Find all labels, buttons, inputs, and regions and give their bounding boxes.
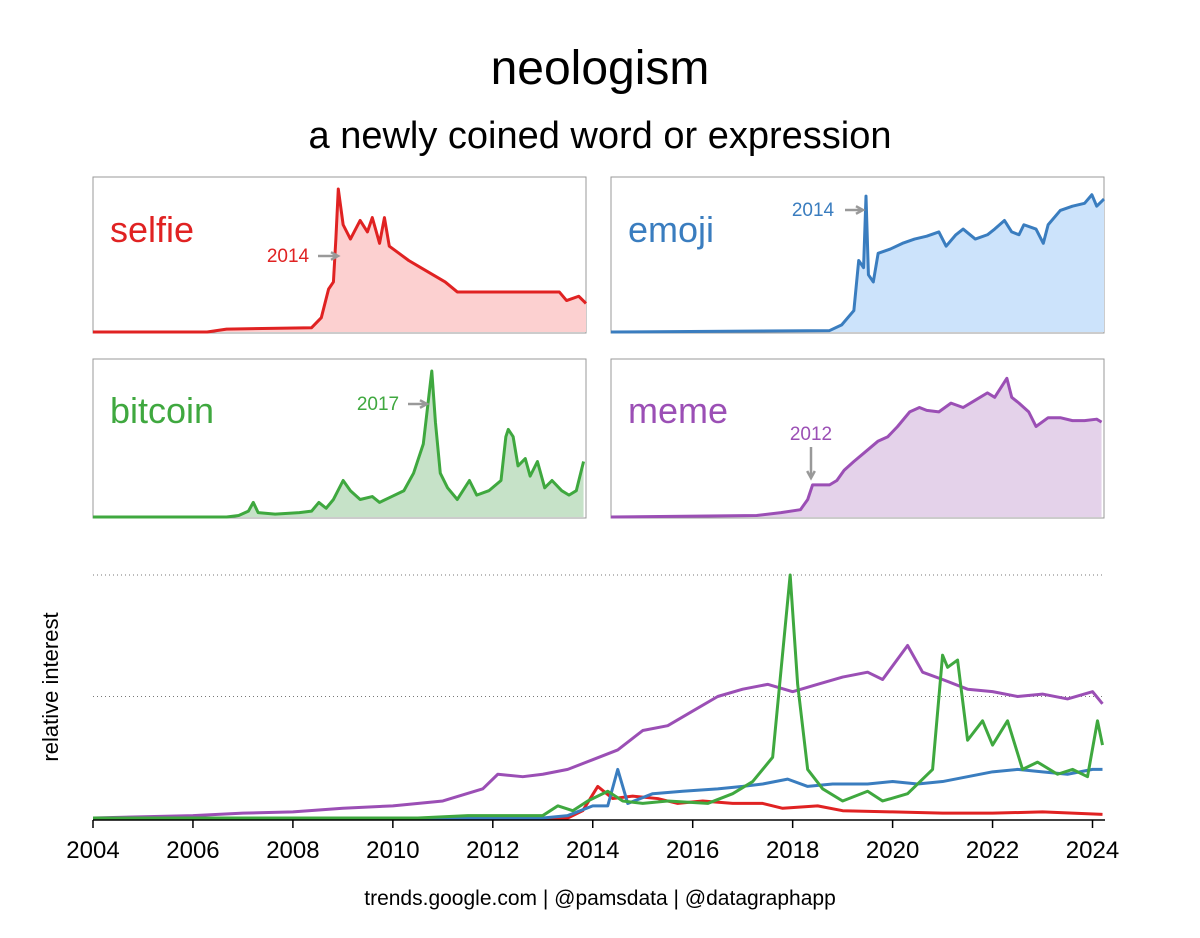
x-tick-label: 2008 [266,837,319,864]
series-line [93,573,1104,820]
annotation: 2014 [267,246,310,267]
x-tick-label: 2004 [66,837,119,864]
area-line [610,376,1103,519]
area-fill [611,378,1102,517]
area-line [610,193,1106,334]
annotation-arrowhead [330,251,341,261]
annotation-arrowhead [419,399,430,409]
area-fill [611,194,1104,332]
area-fill [93,189,586,332]
area-line [93,187,588,334]
area-line [93,369,586,519]
x-tick-label: 2014 [566,837,619,864]
x-tick-label: 2022 [966,837,1019,864]
x-tick-label: 2020 [866,837,919,864]
series-line [92,643,1104,820]
y-axis-label: relative interest [38,612,63,761]
panel-label: meme [628,390,728,431]
x-tick-label: 2010 [366,837,419,864]
x-tick-label: 2016 [666,837,719,864]
series-line [93,767,1103,820]
x-tick-label: 2018 [766,837,819,864]
chart-subtitle: a newly coined word or expression [309,115,892,157]
x-tick-label: 2006 [166,837,219,864]
area-fill [93,371,584,517]
panel-label: bitcoin [110,390,214,431]
panel-label: emoji [628,209,714,250]
annotation-arrowhead [806,470,816,481]
annotation: 2012 [790,424,832,445]
annotation: 2017 [357,394,399,415]
x-tick-label: 2024 [1066,837,1119,864]
x-tick-label: 2012 [466,837,519,864]
series-line [93,784,1103,820]
chart-title: neologism [491,42,710,95]
footer: trends.google.com | @pamsdata | @datagra… [364,887,836,910]
annotation: 2014 [792,200,835,221]
annotation-arrowhead [855,205,866,215]
panel-label: selfie [110,209,194,250]
